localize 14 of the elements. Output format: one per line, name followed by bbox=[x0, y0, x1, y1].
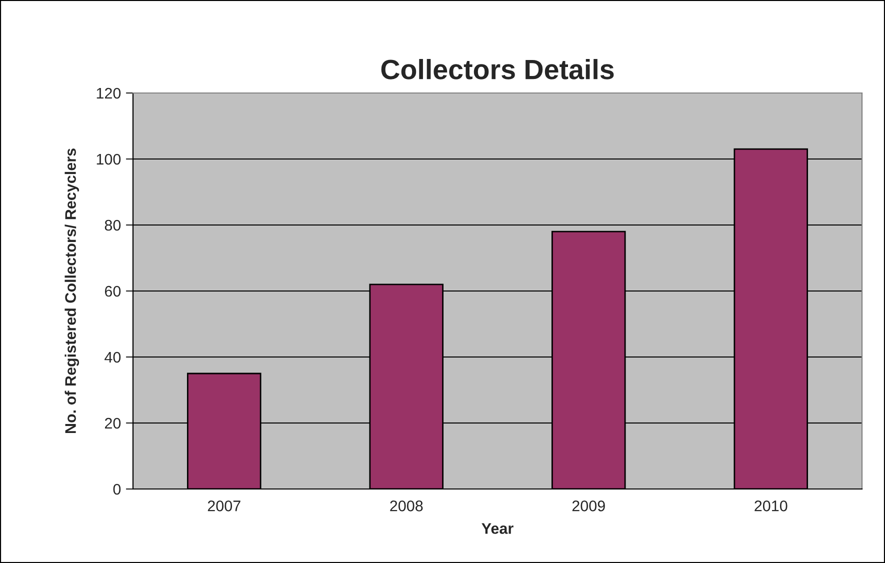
x-tick-label: 2009 bbox=[572, 500, 605, 512]
y-axis-title: No. of Registered Collectors/ Recyclers bbox=[64, 148, 80, 434]
chart-title: Collectors Details bbox=[381, 58, 614, 80]
x-tick-label: 2010 bbox=[754, 500, 788, 512]
x-tick-label: 2007 bbox=[208, 500, 240, 512]
y-tick-label: 80 bbox=[104, 220, 121, 231]
y-tick-label: 60 bbox=[104, 286, 121, 297]
y-tick-label: 100 bbox=[96, 154, 121, 165]
x-axis-title: Year bbox=[482, 523, 514, 534]
y-tick-label: 40 bbox=[104, 352, 121, 363]
y-tick-label: 120 bbox=[96, 88, 121, 99]
x-tick-label: 2008 bbox=[390, 500, 423, 512]
y-tick-label: 20 bbox=[104, 418, 121, 429]
y-tick-label: 0 bbox=[113, 484, 121, 495]
